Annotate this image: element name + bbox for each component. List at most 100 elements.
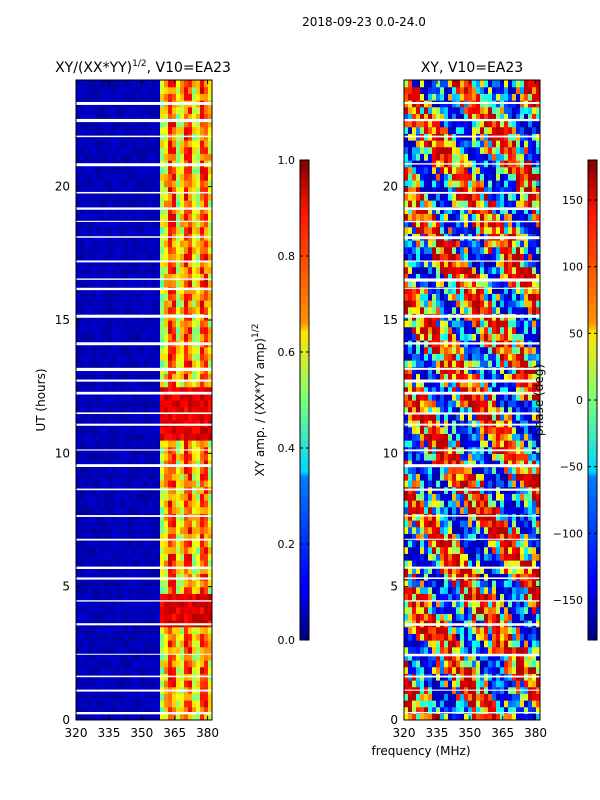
- heatmap-cell: [112, 186, 117, 194]
- heatmap-cell: [428, 520, 433, 528]
- heatmap-cell: [164, 306, 169, 314]
- heatmap-cell: [100, 306, 105, 314]
- heatmap-cell: [420, 660, 425, 668]
- heatmap-cell: [76, 626, 81, 634]
- heatmap-cell: [112, 680, 117, 688]
- heatmap-cell: [192, 320, 197, 328]
- heatmap-cell: [432, 566, 437, 574]
- heatmap-cell: [112, 373, 117, 381]
- heatmap-cell: [208, 413, 212, 421]
- heatmap-cell: [512, 580, 517, 588]
- heatmap-cell: [424, 573, 429, 581]
- heatmap-cell: [176, 173, 181, 181]
- heatmap-cell: [172, 693, 177, 701]
- heatmap-cell: [492, 666, 497, 674]
- heatmap-cell: [436, 526, 441, 534]
- heatmap-cell: [92, 180, 97, 188]
- heatmap-cell: [104, 140, 109, 148]
- heatmap-cell: [140, 533, 145, 541]
- heatmap-cell: [112, 646, 117, 654]
- heatmap-cell: [96, 266, 101, 274]
- heatmap-cell: [124, 240, 129, 248]
- heatmap-cell: [164, 580, 169, 588]
- heatmap-cell: [180, 613, 185, 621]
- heatmap-cell: [412, 693, 417, 701]
- heatmap-cell: [200, 406, 205, 414]
- heatmap-cell: [512, 573, 517, 581]
- heatmap-cell: [412, 560, 417, 568]
- heatmap-cell: [148, 113, 153, 121]
- heatmap-cell: [188, 706, 193, 714]
- heatmap-cell: [80, 553, 85, 561]
- heatmap-cell: [124, 406, 129, 414]
- heatmap-cell: [428, 420, 433, 428]
- heatmap-cell: [128, 500, 133, 508]
- heatmap-cell: [132, 253, 137, 261]
- heatmap-cell: [164, 120, 169, 128]
- heatmap-cell: [80, 533, 85, 541]
- heatmap-cell: [208, 180, 212, 188]
- heatmap-cell: [176, 586, 181, 594]
- heatmap-cell: [112, 633, 117, 641]
- heatmap-cell: [452, 633, 457, 641]
- heatmap-cell: [192, 120, 197, 128]
- heatmap-cell: [432, 666, 437, 674]
- heatmap-cell: [120, 220, 125, 228]
- heatmap-cell: [168, 560, 173, 568]
- heatmap-cell: [168, 220, 173, 228]
- heatmap-cell: [440, 426, 445, 434]
- heatmap-cell: [208, 713, 212, 720]
- heatmap-cell: [136, 586, 141, 594]
- heatmap-cell: [528, 693, 533, 701]
- heatmap-cell: [192, 613, 197, 621]
- heatmap-cell: [100, 506, 105, 514]
- heatmap-cell: [404, 466, 409, 474]
- heatmap-cell: [84, 653, 89, 661]
- heatmap-cell: [464, 433, 469, 441]
- heatmap-cell: [148, 493, 153, 501]
- heatmap-cell: [536, 466, 540, 474]
- heatmap-cell: [128, 713, 133, 720]
- heatmap-cell: [172, 520, 177, 528]
- heatmap-cell: [184, 146, 189, 154]
- heatmap-cell: [524, 626, 529, 634]
- heatmap-cell: [120, 453, 125, 461]
- heatmap-cell: [180, 260, 185, 268]
- heatmap-cell: [456, 493, 461, 501]
- heatmap-cell: [200, 360, 205, 368]
- heatmap-cell: [80, 120, 85, 128]
- heatmap-cell: [144, 700, 149, 708]
- heatmap-cell: [124, 266, 129, 274]
- heatmap-cell: [164, 453, 169, 461]
- heatmap-cell: [528, 406, 533, 414]
- heatmap-cell: [208, 280, 212, 288]
- heatmap-cell: [528, 506, 533, 514]
- heatmap-cell: [176, 533, 181, 541]
- heatmap-cell: [100, 586, 105, 594]
- heatmap-cell: [76, 520, 81, 528]
- heatmap-cell: [148, 520, 153, 528]
- heatmap-cell: [172, 373, 177, 381]
- heatmap-cell: [420, 480, 425, 488]
- heatmap-cell: [84, 373, 89, 381]
- heatmap-cell: [176, 573, 181, 581]
- heatmap-cell: [120, 166, 125, 174]
- heatmap-cell: [472, 693, 477, 701]
- heatmap-cell: [484, 553, 489, 561]
- heatmap-cell: [124, 246, 129, 254]
- heatmap-cell: [124, 373, 129, 381]
- heatmap-cell: [140, 506, 145, 514]
- heatmap-cell: [96, 193, 101, 201]
- heatmap-cell: [92, 533, 97, 541]
- heatmap-cell: [148, 153, 153, 161]
- heatmap-cell: [528, 566, 533, 574]
- heatmap-cell: [76, 200, 81, 208]
- heatmap-cell: [168, 453, 173, 461]
- heatmap-cell: [160, 586, 165, 594]
- heatmap-cell: [172, 640, 177, 648]
- heatmap-cell: [536, 500, 540, 508]
- heatmap-cell: [128, 513, 133, 521]
- heatmap-cell: [532, 613, 537, 621]
- heatmap-cell: [524, 460, 529, 468]
- heatmap-cell: [84, 426, 89, 434]
